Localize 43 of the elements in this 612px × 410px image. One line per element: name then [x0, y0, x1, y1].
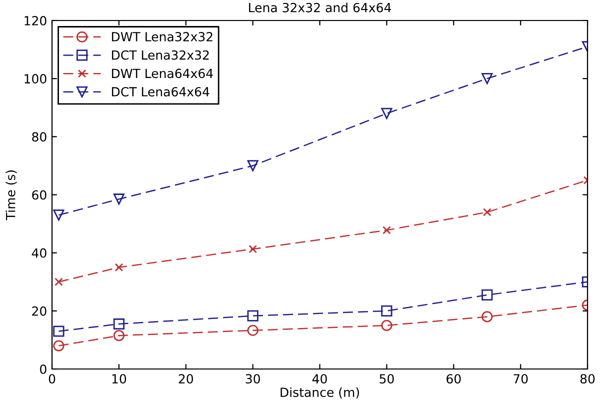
- y-tick-label: 40: [32, 248, 46, 258]
- y-tick-label: 120: [24, 16, 46, 26]
- x-tick-label: 50: [380, 374, 394, 384]
- x-tick-label: 70: [514, 374, 528, 384]
- y-tick-label: 80: [32, 132, 46, 142]
- legend-label: DWT Lena64x64: [112, 68, 213, 78]
- point: [482, 208, 492, 216]
- point: [247, 310, 258, 322]
- legend-label: DCT Lena32x32: [112, 50, 209, 60]
- x-tick-label: 80: [580, 374, 595, 384]
- legend-label: DCT Lena64x64: [112, 87, 210, 96]
- chart-title: Lena 32x32 and 64x64: [249, 2, 392, 12]
- point: [113, 318, 125, 330]
- point: [381, 320, 392, 331]
- x-tick-label: 30: [246, 374, 260, 384]
- x-tick-label: 10: [112, 374, 126, 384]
- x-axis-title: Distance (m): [280, 387, 359, 398]
- point: [113, 330, 125, 342]
- y-tick-label: 100: [24, 74, 46, 84]
- point: [114, 263, 124, 272]
- y-tick-label: 0: [40, 364, 46, 374]
- x-tick-label: 0: [48, 374, 56, 384]
- point: [482, 311, 493, 322]
- legend-label: DWT Lena32x32: [112, 32, 212, 42]
- point: [482, 289, 493, 300]
- point: [247, 160, 258, 172]
- x-tick-label: 20: [178, 374, 194, 384]
- point: [247, 324, 258, 336]
- point: [53, 340, 64, 352]
- point: [381, 108, 392, 119]
- point: [382, 226, 391, 234]
- y-tick-label: 60: [32, 190, 46, 200]
- point: [53, 326, 64, 337]
- point: [53, 210, 64, 221]
- x-tick-label: 60: [446, 374, 461, 384]
- point: [381, 305, 392, 316]
- point: [113, 194, 125, 205]
- point: [54, 278, 63, 286]
- point: [248, 244, 257, 254]
- y-axis-title: Time (s): [6, 170, 17, 220]
- y-tick-label: 20: [32, 306, 46, 316]
- point: [482, 73, 493, 84]
- x-tick-label: 40: [312, 374, 327, 384]
